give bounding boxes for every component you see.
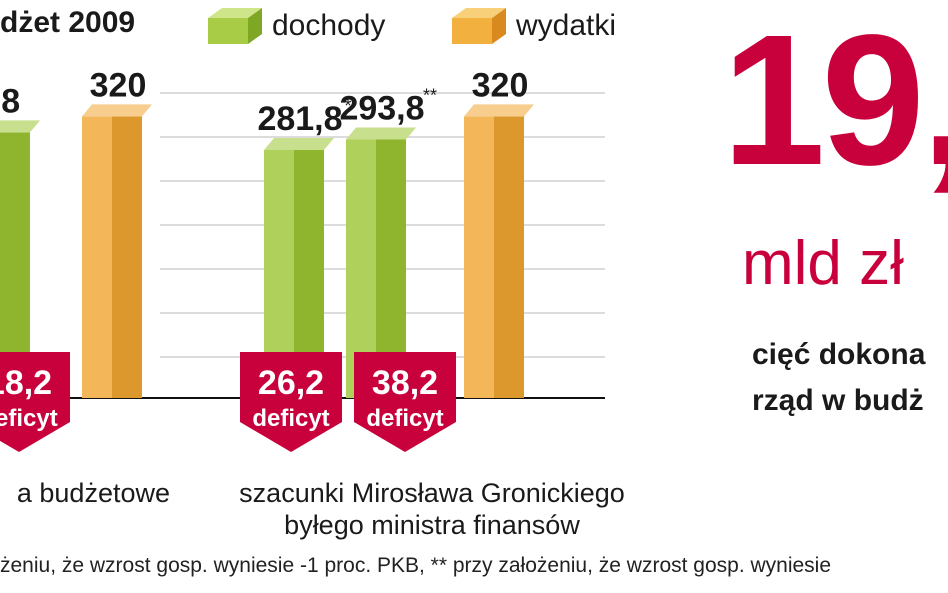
legend-item-wydatki: wydatki — [452, 6, 616, 46]
deficit-arrow: 38,2 deficyt — [354, 352, 456, 452]
deficit-arrow: 18,2 deficyt — [0, 352, 70, 452]
big-number-unit: mld zł — [742, 229, 904, 298]
bar-value-label: ,8 — [0, 82, 20, 120]
legend-wydatki-cube-icon — [452, 8, 506, 44]
bar-value-label: 281,8 — [257, 100, 342, 138]
bar-wydatki — [82, 104, 152, 399]
group-caption-budget: a budżetowe — [16, 478, 170, 508]
deficit-value: 18,2 — [0, 364, 52, 402]
deficit-arrow: 26,2 deficyt — [240, 352, 342, 452]
deficit-label: deficyt — [366, 405, 443, 432]
bar-footnote-mark: * — [344, 96, 351, 116]
legend-item-dochody: dochody — [208, 6, 385, 46]
legend-dochody-cube-icon — [208, 8, 262, 44]
side-text-line: rząd w budż — [752, 384, 924, 417]
group-caption-gronicki-line2: byłego ministra finansów — [284, 510, 580, 540]
chart-title: dżet 2009 — [0, 6, 136, 39]
big-number: 19, — [722, 0, 948, 204]
deficit-value: 38,2 — [372, 364, 438, 402]
legend-label: wydatki — [516, 9, 617, 42]
deficit-label: deficyt — [252, 405, 329, 432]
deficit-label: deficyt — [0, 405, 58, 432]
group-caption-gronicki-line1: szacunki Mirosława Gronickiego — [239, 478, 625, 508]
bar-wydatki — [464, 104, 534, 399]
side-text-line: cięć dokona — [752, 338, 926, 371]
bar-value-label: 293,8 — [339, 89, 424, 127]
deficit-value: 26,2 — [258, 364, 324, 402]
bar-value-label: 320 — [472, 66, 529, 104]
legend-label: dochody — [272, 9, 386, 42]
bar-value-label: 320 — [90, 66, 147, 104]
footnote: żeniu, że wzrost gosp. wyniesie -1 proc.… — [0, 554, 832, 577]
bar-footnote-mark: ** — [423, 85, 437, 105]
